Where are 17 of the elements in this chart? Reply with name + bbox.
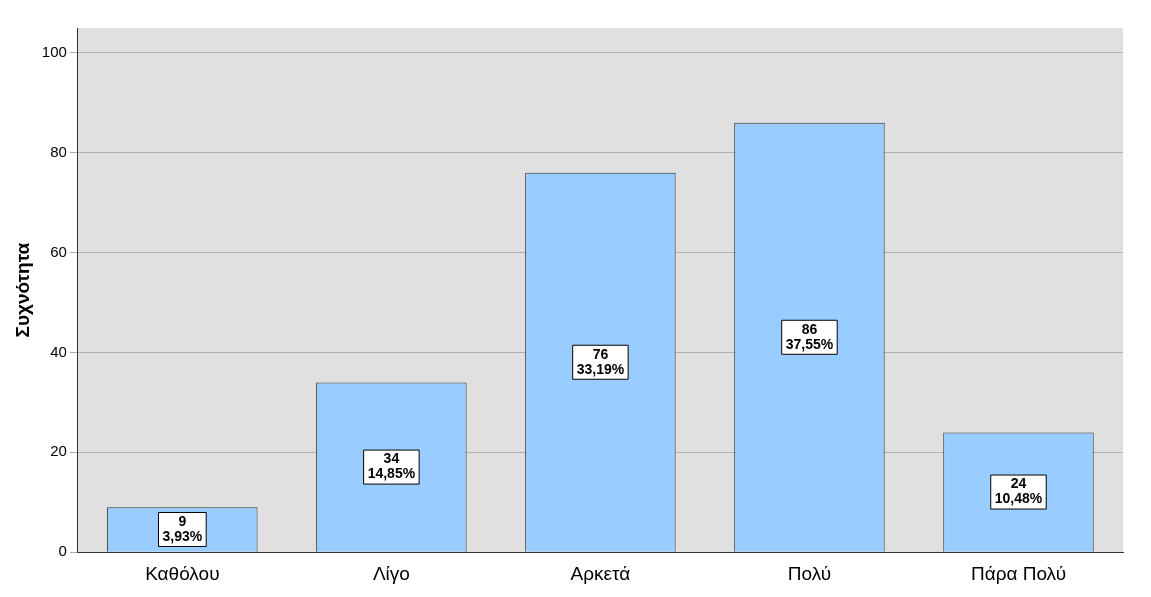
x-tick-label: Πάρα Πολύ: [970, 562, 1067, 584]
y-tick-label: 60: [50, 242, 67, 260]
x-tick-label: Αρκετά: [570, 562, 631, 584]
data-label: 76 33,19%: [576, 345, 625, 377]
y-axis-title: Συχνότητα: [11, 242, 33, 338]
y-tick-label: 80: [50, 142, 67, 160]
y-tick-label: 100: [41, 43, 67, 61]
data-label: 9 3,93%: [162, 512, 203, 544]
y-tick-label: 0: [58, 542, 67, 560]
data-label: 24 10,48%: [994, 475, 1043, 507]
y-tick-label: 40: [50, 342, 67, 360]
x-tick-label: Λίγο: [372, 562, 410, 584]
data-label: 34 14,85%: [367, 450, 416, 482]
y-tick-label: 20: [50, 442, 67, 460]
data-label: 86 37,55%: [785, 320, 834, 352]
x-tick-label: Καθόλου: [145, 562, 220, 584]
x-tick-label: Πολύ: [787, 562, 832, 584]
